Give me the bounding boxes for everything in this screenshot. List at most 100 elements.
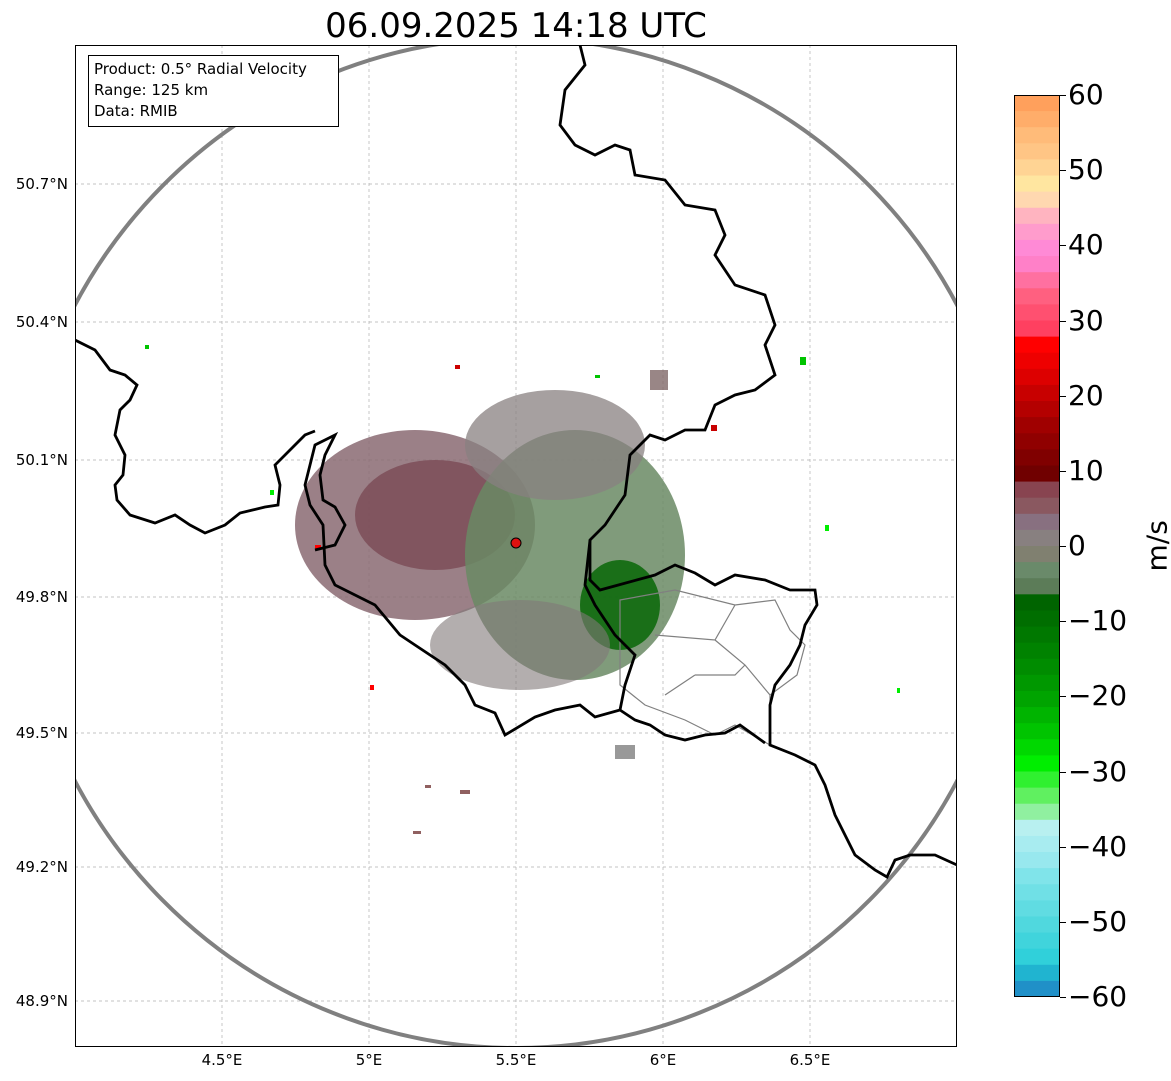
colorbar-swatch bbox=[1014, 835, 1060, 853]
echo-speck bbox=[455, 365, 460, 369]
colorbar-swatch bbox=[1014, 674, 1060, 692]
colorbar-tick bbox=[1060, 621, 1066, 623]
colorbar-tick bbox=[1060, 846, 1066, 848]
colorbar-tick-label: −30 bbox=[1068, 754, 1128, 788]
colorbar-tick bbox=[1060, 95, 1066, 96]
colorbar-tick-label: 60 bbox=[1068, 78, 1104, 111]
colorbar-tick bbox=[1060, 320, 1066, 322]
echo-speck bbox=[370, 685, 374, 690]
colorbar-swatch bbox=[1014, 546, 1060, 563]
colorbar-tick-label: 30 bbox=[1068, 303, 1104, 337]
colorbar-swatch bbox=[1014, 900, 1060, 918]
colorbar-swatch bbox=[1014, 239, 1060, 257]
colorbar-swatch bbox=[1014, 771, 1060, 789]
colorbar-swatch bbox=[1014, 159, 1060, 177]
echo-speck bbox=[825, 525, 829, 531]
colorbar-swatch bbox=[1014, 481, 1060, 499]
lon-tick-label: 5.5°E bbox=[495, 1051, 537, 1069]
map-area[interactable] bbox=[75, 45, 957, 1047]
colorbar-swatch bbox=[1014, 819, 1060, 837]
radar-map[interactable] bbox=[75, 45, 957, 1047]
colorbar-swatch bbox=[1014, 384, 1060, 402]
colorbar-swatch bbox=[1014, 964, 1060, 982]
colorbar-tick bbox=[1060, 921, 1066, 923]
colorbar-swatch bbox=[1014, 610, 1060, 628]
colorbar-swatch bbox=[1014, 465, 1060, 483]
radar-site-marker[interactable] bbox=[510, 537, 522, 549]
lat-tick-label: 50.7°N bbox=[15, 175, 68, 193]
colorbar-tick-label: −40 bbox=[1068, 829, 1128, 863]
velocity-colorbar bbox=[1014, 95, 1060, 997]
echo-speck bbox=[413, 831, 421, 834]
colorbar-tick bbox=[1060, 997, 1066, 998]
info-product: Product: 0.5° Radial Velocity bbox=[94, 60, 307, 78]
info-range: Range: 125 km bbox=[94, 81, 209, 99]
info-box: Product: 0.5° Radial Velocity Range: 125… bbox=[88, 55, 339, 127]
echo-north bbox=[465, 390, 645, 500]
echo-speck bbox=[650, 370, 668, 390]
lon-tick-label: 4.5°E bbox=[201, 1051, 243, 1069]
country-borders bbox=[75, 45, 957, 879]
colorbar-swatch bbox=[1014, 143, 1060, 161]
colorbar-swatch bbox=[1014, 513, 1060, 531]
colorbar-swatch bbox=[1014, 787, 1060, 805]
echo-speck bbox=[615, 745, 635, 759]
colorbar-swatch bbox=[1014, 433, 1060, 450]
colorbar-swatch bbox=[1014, 336, 1060, 354]
colorbar-swatch bbox=[1014, 368, 1060, 386]
colorbar-swatch bbox=[1014, 932, 1060, 950]
colorbar-tick-label: 10 bbox=[1068, 453, 1104, 487]
colorbar-tick bbox=[1060, 245, 1066, 247]
colorbar-tick-label: −60 bbox=[1068, 980, 1128, 1013]
colorbar-swatch bbox=[1014, 578, 1060, 595]
colorbar-tick bbox=[1060, 546, 1066, 547]
lat-tick-label: 49.5°N bbox=[15, 724, 68, 742]
colorbar-tick-label: 0 bbox=[1068, 529, 1086, 562]
colorbar-tick-label: −10 bbox=[1068, 604, 1128, 638]
colorbar-swatch bbox=[1014, 175, 1060, 193]
colorbar-swatch bbox=[1014, 127, 1060, 144]
lat-tick-label: 50.1°N bbox=[15, 451, 68, 469]
echo-speck bbox=[595, 375, 600, 378]
border-lux-germany-east bbox=[588, 540, 957, 879]
colorbar-swatch bbox=[1014, 352, 1060, 370]
colorbar-swatch bbox=[1014, 207, 1060, 225]
colorbar-swatch bbox=[1014, 948, 1060, 966]
colorbar-tick-label: −20 bbox=[1068, 679, 1128, 713]
colorbar-swatch bbox=[1014, 223, 1060, 241]
echo-speck bbox=[711, 425, 717, 431]
colorbar-swatch bbox=[1014, 852, 1060, 869]
subdivision-borders bbox=[619, 589, 806, 747]
colorbar-swatch bbox=[1014, 256, 1060, 273]
border-belgium-france bbox=[75, 338, 316, 535]
echo-south bbox=[430, 600, 610, 690]
colorbar-swatch bbox=[1014, 980, 1060, 997]
colorbar-swatch bbox=[1014, 272, 1060, 289]
echo-speck bbox=[800, 357, 806, 365]
colorbar-swatch bbox=[1014, 529, 1060, 547]
colorbar-tick bbox=[1060, 470, 1066, 472]
colorbar-tick-label: 20 bbox=[1068, 378, 1104, 412]
colorbar-swatch bbox=[1014, 191, 1060, 209]
border-belgium-germany-lux bbox=[303, 45, 777, 738]
colorbar-swatch bbox=[1014, 304, 1060, 322]
colorbar-swatch bbox=[1014, 803, 1060, 821]
lon-tick-label: 5°E bbox=[355, 1051, 383, 1069]
echo-speck bbox=[145, 345, 149, 349]
colorbar-swatch bbox=[1014, 690, 1060, 708]
colorbar-swatch bbox=[1014, 449, 1060, 467]
colorbar-swatch bbox=[1014, 594, 1060, 612]
colorbar-swatch bbox=[1014, 755, 1060, 773]
colorbar-unit-label: m/s bbox=[1140, 520, 1171, 572]
colorbar-swatch bbox=[1014, 723, 1060, 740]
echo-speck bbox=[315, 545, 321, 549]
border-lux-france bbox=[619, 708, 766, 745]
colorbar-swatch bbox=[1014, 417, 1060, 434]
colorbar-swatch bbox=[1014, 658, 1060, 676]
colorbar-swatch bbox=[1014, 95, 1060, 112]
colorbar-tick-label: 50 bbox=[1068, 153, 1104, 187]
colorbar-swatch bbox=[1014, 707, 1060, 724]
colorbar-swatch bbox=[1014, 320, 1060, 338]
colorbar-swatch bbox=[1014, 111, 1060, 128]
colorbar-tick-label: −50 bbox=[1068, 904, 1128, 938]
